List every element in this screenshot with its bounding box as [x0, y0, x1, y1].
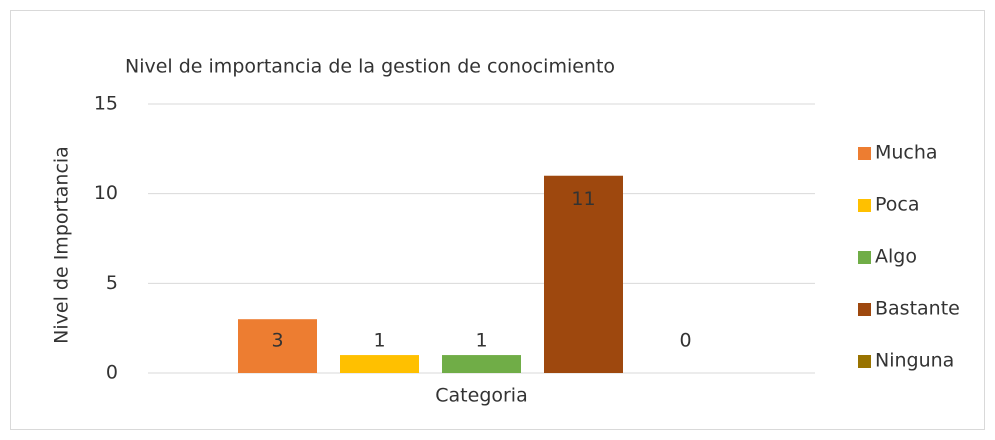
y-tick-label: 15 — [94, 93, 118, 115]
legend-label: Algo — [875, 246, 917, 268]
legend-label: Ninguna — [875, 350, 954, 372]
bar — [340, 355, 419, 373]
legend-swatch — [858, 199, 871, 212]
y-axis-label: Nivel de Importancia — [51, 146, 73, 344]
legend-swatch — [858, 251, 871, 264]
y-tick-label: 10 — [94, 182, 118, 204]
data-label: 1 — [373, 330, 385, 352]
legend-label: Poca — [875, 194, 920, 216]
legend-swatch — [858, 147, 871, 160]
legend-label: Bastante — [875, 298, 960, 320]
bar — [544, 175, 623, 373]
data-label: 1 — [475, 330, 487, 352]
bar — [238, 319, 317, 373]
data-label: 0 — [679, 330, 691, 352]
legend-label: Mucha — [875, 142, 938, 164]
chart-title: Nivel de importancia de la gestion de co… — [125, 56, 615, 78]
data-label: 11 — [571, 188, 595, 210]
x-tick-label: Categoria — [435, 385, 527, 407]
legend-swatch — [858, 303, 871, 316]
y-tick-label: 5 — [106, 272, 118, 294]
y-tick-label: 0 — [106, 362, 118, 384]
data-label: 3 — [271, 330, 283, 352]
bar — [442, 355, 521, 373]
legend-swatch — [858, 355, 871, 368]
